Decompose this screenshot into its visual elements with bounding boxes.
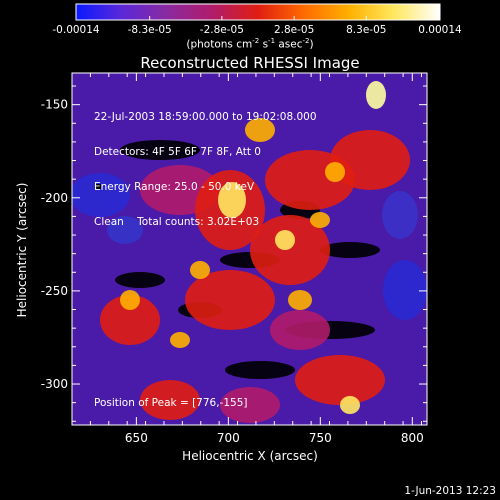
heatmap-blob [120, 290, 140, 310]
image-info: 22-Jul-2003 18:59:00.000 to 19:02:08.000… [94, 89, 317, 240]
heatmap-blob [320, 242, 380, 258]
heatmap-blob [225, 361, 295, 379]
heatmap-blob [120, 140, 200, 160]
x-tick-label: 800 [401, 431, 424, 445]
heatmap-blob [220, 387, 280, 423]
info-time-range: 22-Jul-2003 18:59:00.000 to 19:02:08.000 [94, 111, 317, 124]
plot-area [71, 72, 428, 426]
x-tick-label: 750 [309, 431, 332, 445]
heatmap-blob [107, 216, 143, 244]
y-tick-label: -200 [41, 191, 68, 205]
heatmap-blob [270, 310, 330, 350]
colorbar-tick-label: 8.3e-05 [346, 24, 386, 36]
heatmap-blob [383, 260, 427, 320]
peak-marker [96, 184, 101, 189]
x-tick-label: 700 [217, 431, 240, 445]
heatmap-blob [250, 215, 330, 285]
peak-position-text: Position of Peak = [776,-155] [94, 397, 248, 409]
y-tick-label: -250 [41, 284, 68, 298]
heatmap-blob [340, 396, 360, 414]
heatmap-blob [190, 261, 210, 279]
heatmap-blob [382, 191, 418, 239]
heatmap-blob [115, 272, 165, 288]
heatmap-blob [275, 230, 295, 250]
info-counts: Clean Total counts: 3.02E+03 [94, 215, 260, 228]
heatmap-blob [100, 295, 160, 345]
heatmap-blob [366, 81, 386, 109]
heatmap-blob [288, 290, 312, 310]
heatmap-blob [140, 380, 200, 420]
info-detectors: Detectors: 4F 5F 6F 7F 8F, Att 0 [94, 145, 261, 158]
heatmap-blob [72, 173, 130, 217]
chart-title: Reconstructed RHESSI Image [140, 54, 359, 72]
x-axis-label: Heliocentric X (arcsec) [182, 449, 318, 463]
colorbar-tick-label: -2.8e-05 [200, 24, 244, 36]
heatmap-blob [170, 332, 190, 348]
x-tick-label: 650 [125, 431, 148, 445]
heatmap-blob [245, 118, 275, 142]
y-axis-label: Heliocentric Y (arcsec) [15, 183, 29, 318]
colorbar-tick-label: 2.8e-05 [274, 24, 314, 36]
plot-frame [71, 72, 428, 426]
colorbar-tick-label: -0.00014 [52, 24, 100, 36]
heatmap-blob [218, 182, 246, 218]
heatmap-blob [185, 270, 275, 330]
heatmap-blob [325, 162, 345, 182]
y-tick-label: -150 [41, 98, 68, 112]
y-tick-label: -300 [41, 377, 68, 391]
heatmap-blob [310, 212, 330, 228]
colorbar-ticks: -0.00014 -8.3e-05 -2.8e-05 2.8e-05 8.3e-05 0.… [52, 16, 462, 36]
timestamp: 1-Jun-2013 12:23 [404, 485, 496, 497]
heatmap-blob [295, 355, 385, 405]
colorbar-tick-label: 0.00014 [418, 24, 462, 36]
colorbar-units: (photons cm-2 s-1 asec-2) [186, 37, 314, 51]
colorbar [75, 3, 441, 21]
heatmap-blob [330, 130, 410, 190]
colorbar-tick-label: -8.3e-05 [128, 24, 172, 36]
info-energy-range: Energy Range: 25.0 - 50.0 keV [94, 180, 255, 193]
